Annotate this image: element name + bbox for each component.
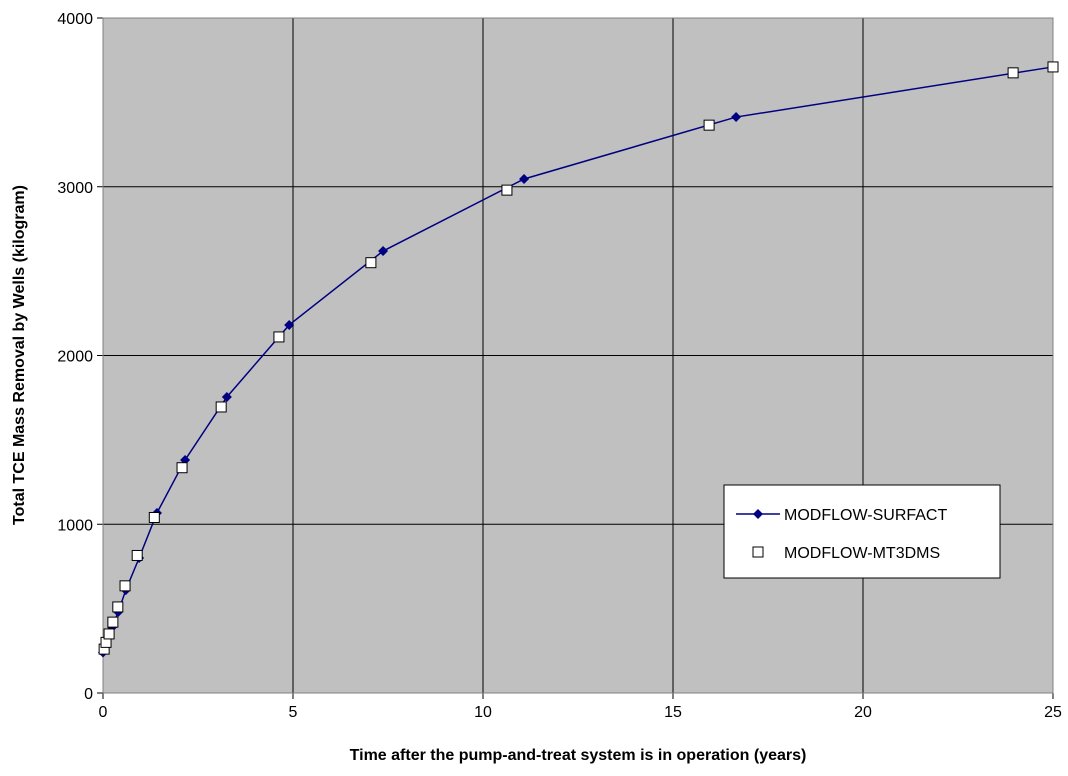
data-point [284, 319, 295, 330]
data-point [519, 173, 530, 184]
legend-box [723, 484, 1001, 579]
legend-label: MODFLOW-SURFACT [784, 507, 947, 524]
data-point [221, 392, 232, 403]
data-point [176, 462, 188, 474]
x-tick-label: 15 [664, 704, 682, 721]
y-tick-label: 4000 [57, 11, 93, 28]
x-tick-label: 25 [1044, 704, 1062, 721]
legend-marker [752, 546, 764, 558]
data-point [119, 580, 131, 592]
data-point [378, 246, 389, 257]
data-point [131, 549, 143, 561]
data-point [148, 512, 160, 523]
data-point [107, 616, 119, 628]
x-tick-label: 5 [289, 704, 298, 721]
data-point [1047, 61, 1059, 73]
data-point [103, 628, 115, 640]
x-tick-label: 0 [99, 704, 108, 721]
plot-border [102, 17, 1054, 694]
legend-marker [753, 509, 763, 519]
y-tick-label: 3000 [57, 180, 93, 197]
data-point [1007, 67, 1019, 79]
x-tick-label: 20 [854, 704, 872, 721]
data-point [273, 331, 285, 343]
data-point [501, 184, 513, 196]
y-axis-title: Total TCE Mass Removal by Wells (kilogra… [11, 185, 28, 525]
legend-label: MODFLOW-MT3DMS [784, 545, 940, 562]
x-tick-label: 10 [474, 704, 492, 721]
data-point [731, 112, 742, 123]
y-tick-label: 1000 [57, 517, 93, 534]
data-point [112, 601, 124, 613]
data-point [365, 257, 377, 269]
y-tick-label: 2000 [57, 349, 93, 366]
x-axis-title: Time after the pump-and-treat system is … [350, 747, 807, 764]
data-point [703, 119, 715, 131]
y-tick-label: 0 [84, 686, 93, 703]
data-point [215, 401, 227, 413]
